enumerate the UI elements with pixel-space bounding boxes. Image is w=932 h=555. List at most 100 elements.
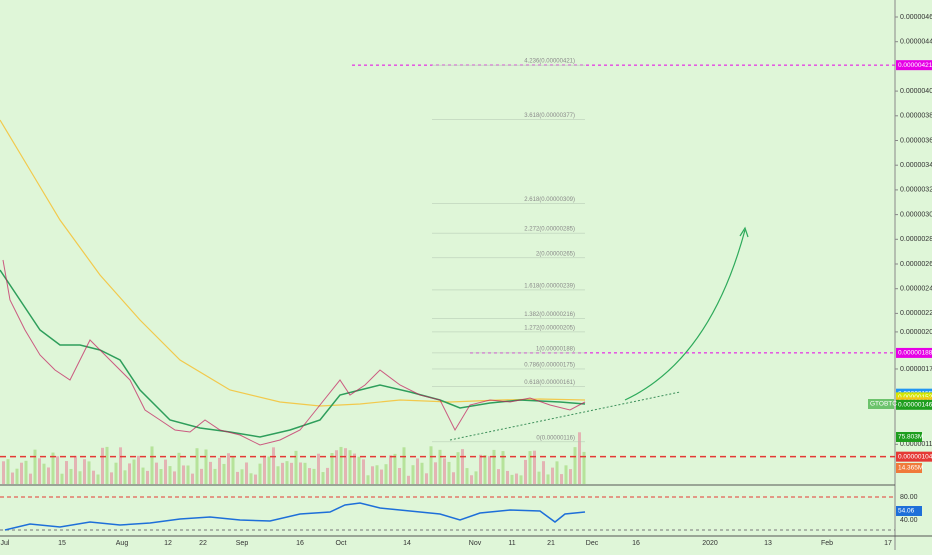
volume-bar <box>353 453 356 484</box>
volume-bar <box>128 463 131 484</box>
volume-bar <box>380 469 383 484</box>
volume-bar <box>497 469 500 484</box>
date-label: Dec <box>586 540 599 547</box>
volume-bar <box>501 451 505 484</box>
date-label: 16 <box>296 540 304 547</box>
volume-bar <box>429 446 433 484</box>
volume-bar <box>56 456 59 484</box>
trendline <box>449 391 681 441</box>
ma-fast <box>0 269 586 438</box>
volume-bar <box>492 449 496 484</box>
volume-tag <box>896 432 922 442</box>
volume-bar <box>213 468 217 484</box>
date-label: Oct <box>336 540 347 547</box>
volume-bar <box>456 452 460 484</box>
ma-slow <box>0 119 586 407</box>
volume-bar <box>335 450 338 484</box>
volume-bar <box>416 458 419 484</box>
price-tag-label: 0.00000146 <box>898 402 932 409</box>
volume-bar <box>357 456 361 484</box>
volume-bar <box>362 459 365 484</box>
volume-bar <box>51 452 55 484</box>
date-label: 21 <box>547 540 555 547</box>
volume-bar <box>240 469 244 484</box>
volume-bar <box>384 464 388 484</box>
volume-bar <box>209 461 212 484</box>
volume-bar <box>425 473 428 484</box>
price-tag <box>896 451 932 462</box>
volume-bar <box>290 462 293 484</box>
volume-bar <box>299 462 302 484</box>
volume-bar <box>339 446 343 484</box>
volume-bar <box>65 461 68 484</box>
date-label: 22 <box>199 540 207 547</box>
volume-bar <box>434 462 437 484</box>
volume-bar <box>123 470 127 484</box>
fib-label: 1.272(0.00000205) <box>524 326 575 332</box>
volume-bar <box>92 470 95 484</box>
price-label: 0.00000114 <box>900 441 932 448</box>
rsi-line <box>4 502 586 531</box>
volume-bar <box>150 446 154 484</box>
volume-bar <box>258 463 262 484</box>
volume-bar <box>141 467 145 484</box>
volume-bar <box>110 472 113 484</box>
volume-bar <box>465 468 469 484</box>
date-label: 2020 <box>702 540 718 547</box>
volume-bar <box>533 450 536 484</box>
date-label: Sep <box>236 540 249 547</box>
rsi-axis-label: 80.00 <box>900 494 918 501</box>
volume-bar <box>461 449 464 484</box>
date-label: 15 <box>58 540 66 547</box>
volume-bar <box>515 473 518 484</box>
volume-bar <box>33 449 37 484</box>
volume-bar <box>420 462 424 484</box>
price-tag-label: 0.00000188 <box>898 350 932 357</box>
volume-bar <box>569 469 572 484</box>
volume-bar <box>87 461 91 484</box>
volume-bar <box>204 449 208 484</box>
volume-bar <box>164 459 167 484</box>
volume-bar <box>564 465 568 484</box>
volume-bar <box>348 450 352 484</box>
date-label: 14 <box>403 540 411 547</box>
projection-arrow <box>624 229 746 401</box>
volume-bar <box>281 462 284 484</box>
volume-bar <box>483 455 487 484</box>
symbol-tag <box>868 399 894 409</box>
volume-bar <box>546 474 550 484</box>
fib-label: 0.786(0.00000175) <box>524 363 575 369</box>
volume-bar <box>245 462 248 484</box>
volume-bar <box>249 473 253 484</box>
volume-bar <box>227 453 230 484</box>
volume-bar <box>267 456 271 484</box>
date-label: 12 <box>164 540 172 547</box>
rsi-tag-label: 54.06 <box>898 508 915 515</box>
volume-bar <box>29 473 32 484</box>
volume-bar <box>20 462 23 484</box>
volume-bar <box>488 456 491 484</box>
volume-bar <box>173 471 176 484</box>
volume-bar <box>60 473 64 484</box>
date-label: 17 <box>884 540 892 547</box>
volume-bar <box>398 467 401 484</box>
rsi-axis-label: 40.00 <box>900 517 918 524</box>
volume-bar <box>231 456 235 484</box>
fib-label: 1(0.00000188) <box>536 346 575 352</box>
volume-bar <box>285 461 289 484</box>
volume-bar <box>317 453 320 484</box>
price-tag <box>896 60 932 71</box>
volume-bar <box>393 453 397 484</box>
date-label: Feb <box>821 540 833 547</box>
volume-bar <box>2 461 5 484</box>
volume-bar <box>438 449 442 484</box>
volume <box>2 432 586 484</box>
volume-bar <box>389 455 392 484</box>
